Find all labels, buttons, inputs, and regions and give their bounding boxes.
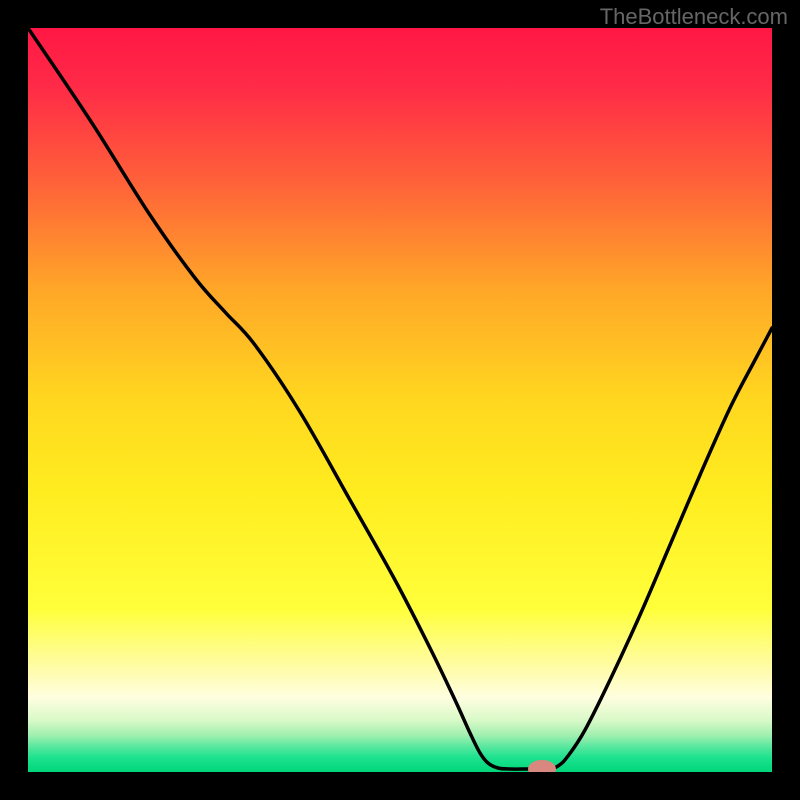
watermark-text: TheBottleneck.com [600,4,788,30]
bottleneck-chart: TheBottleneck.com [0,0,800,800]
chart-svg [0,0,800,800]
plot-background [28,28,772,772]
